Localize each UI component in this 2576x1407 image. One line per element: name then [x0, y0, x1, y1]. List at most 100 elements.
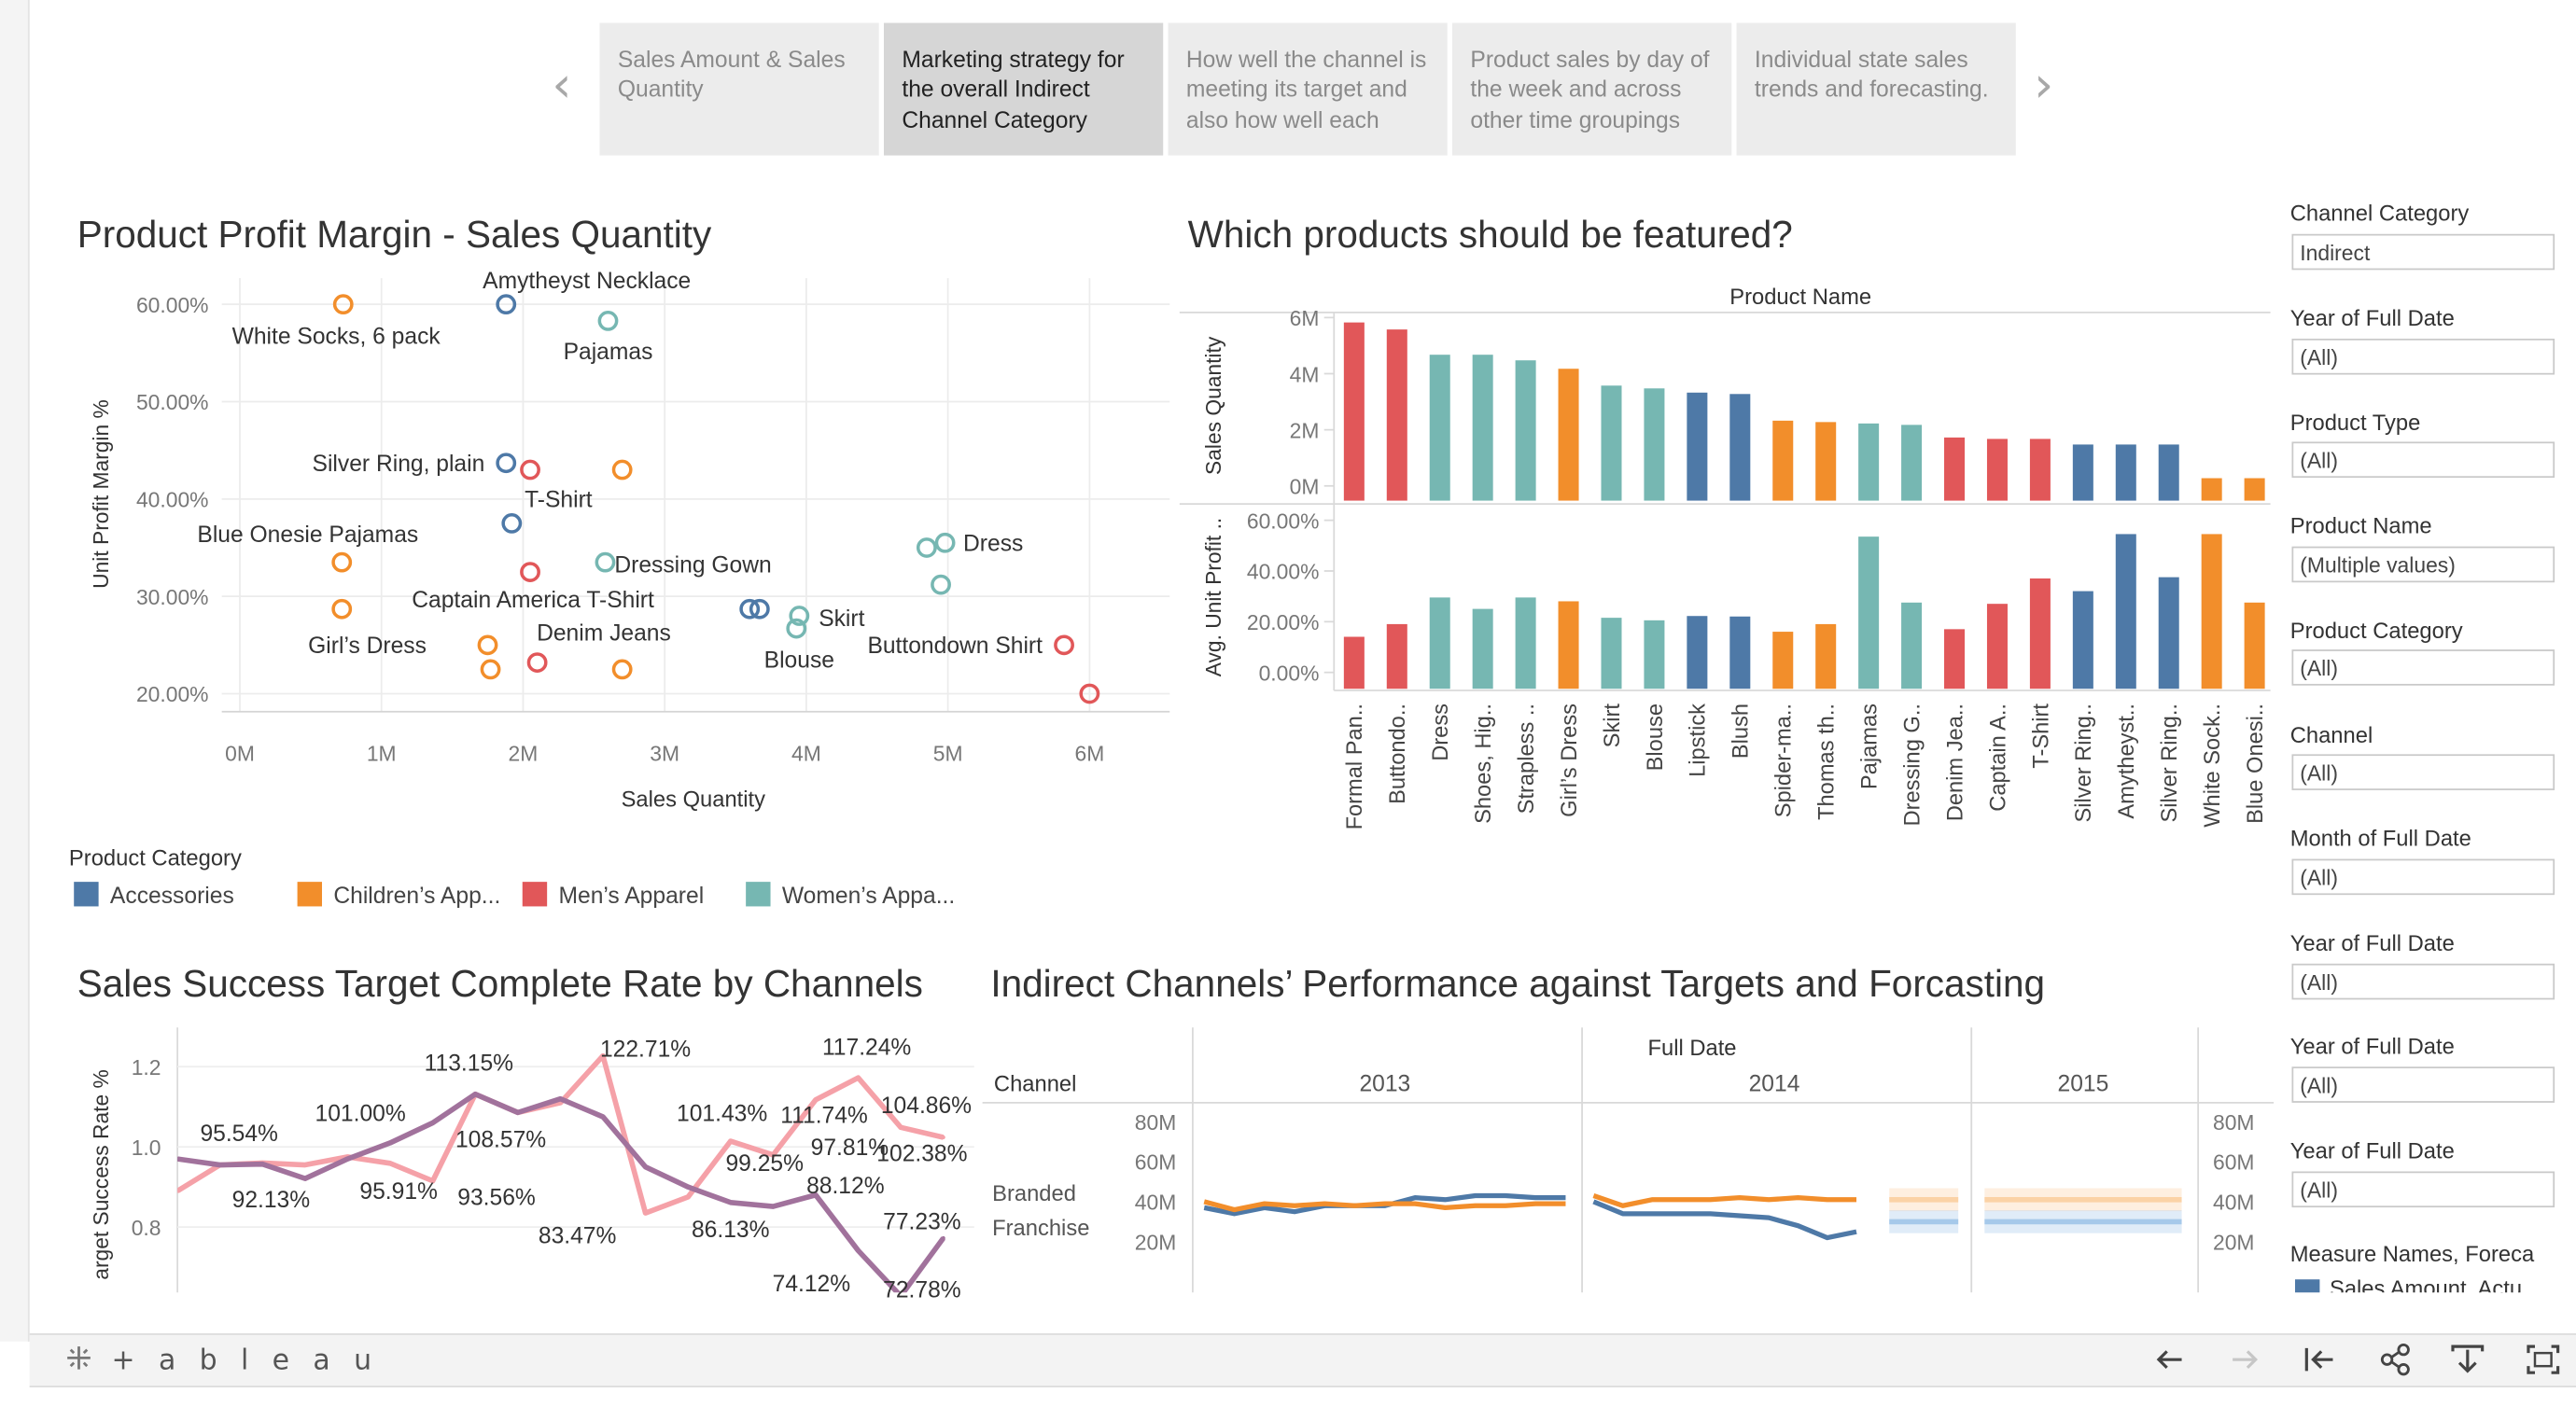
success-data-label: 104.86% — [881, 1094, 972, 1119]
story-tab-1[interactable]: Sales Amount & Sales Quantity — [599, 22, 879, 156]
success-chart[interactable]: 0.8 1.0 1.2 arget Success Rate % 95.54% 92.13… — [0, 0, 986, 1309]
filter-year-2[interactable]: (All) — [2291, 963, 2555, 1000]
filter-channel-category[interactable]: Indirect — [2291, 233, 2555, 271]
quantity-bar — [1429, 355, 1450, 501]
indirect-chart[interactable]: Full Date Channel Branded Franchise 2013 2014… — [0, 0, 2284, 1309]
story-tab-4[interactable]: Product sales by day of the week and acr… — [1452, 22, 1732, 156]
category-label: Buttondo.. — [1386, 704, 1410, 804]
success-data-label: 83.47% — [539, 1224, 617, 1249]
share-icon[interactable] — [2373, 1338, 2418, 1381]
legend-item-childrens[interactable]: Children’s App... — [297, 882, 500, 912]
y-tick-label: 1.0 — [132, 1135, 161, 1160]
product-name-header: Product Name — [1729, 286, 1871, 310]
success-point — [686, 1194, 691, 1200]
margin-bar — [1343, 636, 1365, 690]
top-tick-label: 0M — [1290, 475, 1320, 499]
chevron-right-icon[interactable]: › — [2034, 57, 2054, 115]
undo-icon[interactable] — [2148, 1338, 2193, 1381]
success-point — [260, 1162, 265, 1166]
success-point — [856, 1248, 861, 1253]
category-label: Amytheyst.. — [2115, 704, 2139, 819]
success-data-label: 95.54% — [200, 1121, 278, 1147]
success-data-label: 111.74% — [780, 1104, 868, 1129]
x-tick-label: 3M — [650, 741, 679, 765]
quantity-bar — [1558, 369, 1579, 501]
bottom-tick-label: 60.00% — [1247, 508, 1320, 533]
quantity-bar — [2158, 444, 2179, 501]
chevron-left-icon[interactable]: ‹ — [552, 57, 572, 115]
scatter-label: Dressing Gown — [614, 553, 771, 578]
y-tick-label-right: 20M — [2213, 1231, 2255, 1255]
tableau-logo[interactable]: + a b l e a u — [63, 1342, 379, 1377]
filter-product-category[interactable]: (All) — [2291, 649, 2555, 686]
measure-legend-item[interactable]: Sales Amount, Actu — [2294, 1276, 2522, 1293]
download-icon[interactable] — [2444, 1338, 2490, 1381]
row-label: Franchise — [992, 1217, 1089, 1241]
quantity-bar — [2201, 478, 2222, 501]
scatter-point — [1054, 634, 1074, 656]
margin-bar — [1687, 616, 1708, 690]
legend-item-mens[interactable]: Men’s Apparel — [522, 882, 704, 912]
filter-year-4[interactable]: (All) — [2291, 1171, 2555, 1208]
margin-bar — [1986, 604, 2008, 690]
quantity-bar — [1472, 355, 1493, 501]
scatter-chart[interactable]: 0M 1M 2M 3M 4M 5M 6M 20.00% 30.00% 40.00% 50.00% 60… — [0, 0, 1183, 834]
success-point — [302, 1163, 307, 1167]
scatter-point — [1079, 683, 1100, 704]
story-tab-2[interactable]: Marketing strategy for the overall Indir… — [883, 22, 1164, 156]
legend-swatch — [74, 882, 99, 907]
success-point — [515, 1110, 520, 1115]
scatter-point — [332, 294, 354, 315]
quantity-bar — [2072, 444, 2093, 501]
x-tick-label: 6M — [1074, 741, 1104, 765]
category-label: Pajamas — [1857, 704, 1882, 789]
fullscreen-icon[interactable] — [2520, 1338, 2566, 1381]
indirect-series-line — [1592, 1193, 1857, 1208]
scatter-label: Buttondown Shirt — [867, 634, 1043, 659]
success-point — [430, 1121, 435, 1125]
category-label: Shoes, Hig.. — [1472, 704, 1496, 824]
y-tick-label: 30.00% — [136, 585, 209, 609]
margin-bar — [1858, 536, 1880, 690]
redo-icon — [2221, 1338, 2267, 1381]
filter-product-type[interactable]: (All) — [2291, 441, 2555, 479]
margin-bar — [1901, 602, 1923, 690]
legend-swatch — [522, 882, 548, 907]
scatter-point — [611, 459, 633, 481]
revert-icon[interactable] — [2297, 1338, 2343, 1381]
legend-item-womens[interactable]: Women’s Appa... — [746, 882, 955, 912]
story-tab-3[interactable]: How well the channel is meeting its targ… — [1168, 22, 1448, 156]
quantity-bar — [1772, 420, 1794, 501]
filter-month[interactable]: (All) — [2291, 858, 2555, 896]
featured-chart[interactable]: Product Name 0M 2M 4M 6M 0.00% 20.00% 40.00% 60.… — [0, 0, 2284, 834]
scatter-label: Blouse — [764, 648, 834, 674]
quantity-bar — [1858, 423, 1880, 501]
success-data-label: 92.13% — [232, 1188, 311, 1213]
filter-channel[interactable]: (All) — [2291, 754, 2555, 790]
filter-product-name[interactable]: (Multiple values) — [2291, 546, 2555, 583]
legend-item-accessories[interactable]: Accessories — [74, 882, 234, 912]
scatter-label: Captain America T-Shirt — [412, 588, 654, 613]
success-data-label: 99.25% — [725, 1151, 804, 1177]
category-label: Skirt — [1601, 704, 1625, 748]
indirect-series-line — [1592, 1199, 1857, 1241]
success-point — [941, 1135, 945, 1140]
filter-year-3[interactable]: (All) — [2291, 1066, 2555, 1103]
success-data-label: 122.71% — [600, 1038, 691, 1063]
filter-year-1[interactable]: (All) — [2291, 338, 2555, 375]
success-data-label: 108.57% — [455, 1127, 546, 1152]
success-point — [387, 1161, 393, 1165]
scatter-point — [501, 513, 523, 534]
margin-bar — [2244, 602, 2265, 690]
indirect-series-line — [1203, 1199, 1566, 1213]
category-label: Spider-ma.. — [1772, 704, 1797, 817]
category-label: Thomas th.. — [1815, 704, 1840, 820]
margin-bar — [1729, 616, 1751, 690]
success-point — [177, 1156, 180, 1162]
row-label: Branded — [992, 1182, 1076, 1206]
x-tick-label: 0M — [225, 741, 255, 765]
success-point — [302, 1177, 307, 1181]
legend-label: Accessories — [109, 882, 234, 909]
story-tab-5[interactable]: Individual state sales trends and foreca… — [1736, 22, 2016, 156]
category-label: Formal Pan.. — [1343, 704, 1367, 829]
